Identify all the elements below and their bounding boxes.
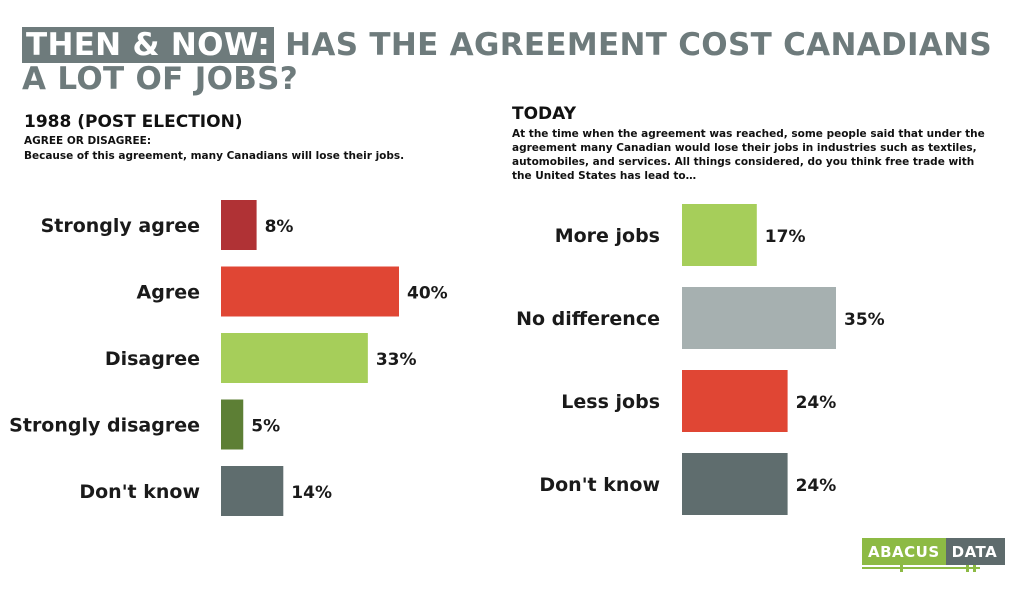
left-panel-question-line2: Because of this agreement, many Canadian… — [24, 150, 405, 162]
right-panel-heading: TODAY — [512, 104, 576, 124]
bar — [221, 333, 368, 383]
bar — [221, 466, 284, 516]
bar — [682, 204, 757, 266]
bar — [682, 287, 836, 349]
category-label: Agree — [137, 282, 200, 304]
logo-tick — [966, 565, 969, 572]
bar — [682, 370, 788, 432]
data-label: 5% — [251, 417, 280, 437]
title-rest: HAS THE AGREEMENT COST CANADIANS A LOT O… — [22, 27, 993, 97]
title-highlight: THEN & NOW: — [22, 27, 275, 63]
category-label: Disagree — [105, 348, 200, 370]
data-label: 35% — [844, 310, 885, 330]
data-label: 8% — [265, 217, 294, 237]
logo-part1: ABACUS — [862, 538, 946, 565]
bar — [682, 453, 788, 515]
bar — [221, 200, 257, 250]
logo-tick — [973, 565, 976, 572]
logo-underline — [862, 567, 980, 569]
data-label: 40% — [407, 284, 448, 304]
data-label: 14% — [291, 483, 332, 503]
data-label: 33% — [376, 350, 417, 370]
abacus-data-logo: ABACUS DATA — [862, 538, 1006, 565]
category-label: Don't know — [539, 474, 660, 496]
category-label: No difference — [516, 308, 660, 330]
left-panel-question-line1: AGREE OR DISAGREE: — [24, 135, 152, 147]
logo-part2: DATA — [945, 538, 1006, 565]
chart-title: THEN & NOW: HAS THE AGREEMENT COST CANAD… — [22, 27, 1012, 97]
logo-tick — [900, 565, 903, 572]
bar — [221, 399, 244, 450]
category-label: Less jobs — [561, 391, 660, 413]
category-label: Strongly agree — [41, 215, 200, 237]
category-label: More jobs — [555, 225, 660, 247]
data-label: 24% — [796, 476, 837, 496]
category-label: Strongly disagree — [9, 415, 200, 437]
right-panel-question: At the time when the agreement was reach… — [512, 128, 985, 182]
bar — [221, 266, 399, 317]
category-label: Don't know — [79, 481, 200, 503]
data-label: 24% — [796, 393, 837, 413]
left-panel-heading: 1988 (POST ELECTION) — [24, 112, 243, 132]
data-label: 17% — [765, 227, 806, 247]
